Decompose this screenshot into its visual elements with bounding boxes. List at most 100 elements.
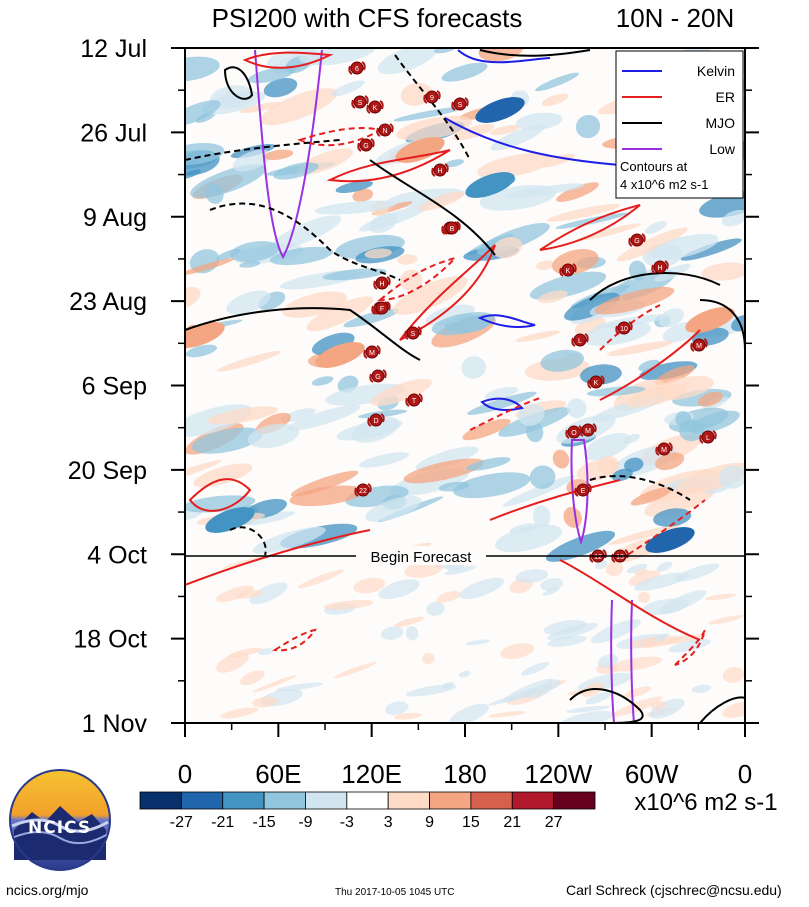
shade-blob <box>252 674 297 693</box>
storm-marker-label: F <box>380 306 384 313</box>
shade-blob <box>502 475 576 507</box>
logo-text: NCICS <box>28 818 92 838</box>
storm-marker-label: H <box>437 168 442 175</box>
shade-blob <box>623 686 652 698</box>
contour-mjo <box>589 475 691 501</box>
shade-core <box>465 172 515 198</box>
storm-marker-label: N <box>382 128 387 135</box>
shade-blob <box>393 712 422 720</box>
shade-blob <box>185 258 234 276</box>
shade-blob <box>380 626 404 640</box>
storm-marker: T <box>405 393 423 407</box>
shade-blob <box>575 114 601 139</box>
chart-title: PSI200 with CFS forecasts <box>212 3 523 33</box>
shade-blob <box>399 269 423 292</box>
shade-blob <box>605 561 623 577</box>
shade-blob <box>697 391 723 407</box>
shade-blob <box>515 330 561 342</box>
shade-blob <box>718 465 745 489</box>
contour-er <box>619 499 706 561</box>
storm-marker-label: D <box>373 418 378 425</box>
region-label: 10N - 20N <box>616 3 735 33</box>
shade-blob <box>415 446 479 471</box>
shade-blob <box>678 419 705 442</box>
shade-core <box>645 527 695 553</box>
shade-blob <box>245 511 296 526</box>
contour-layer <box>185 49 745 723</box>
colorbar-swatch <box>222 791 265 810</box>
shade-blob <box>559 710 614 723</box>
contour-mjo <box>185 307 421 361</box>
storm-marker: K <box>366 100 384 114</box>
shade-blob <box>185 142 225 165</box>
shade-blob <box>535 260 555 270</box>
contour-er <box>599 329 701 401</box>
legend: Kelvin ER MJO Low Contours at 4 x10^6 m2 s-… <box>615 50 744 199</box>
footer-timestamp: Thu 2017-10-05 1045 UTC <box>335 887 455 898</box>
shade-blob <box>448 703 489 723</box>
storm-marker-label: G <box>634 238 639 245</box>
contour-mjo <box>369 159 496 256</box>
shade-blob <box>185 344 218 358</box>
storm-marker: M <box>655 442 673 456</box>
shade-blob <box>492 236 523 259</box>
contour-kelvin <box>480 397 524 411</box>
shade-blob <box>220 707 259 719</box>
shade-blob <box>331 80 365 97</box>
storm-markers: 6SK9SNGHNHEBGHKFS10LMGKTDOMLM22E1213M <box>348 61 717 563</box>
shade-blob <box>247 423 300 449</box>
y-tick-label: 23 Aug <box>69 288 147 316</box>
contour-mjo <box>394 54 471 161</box>
shade-blob <box>185 100 221 126</box>
shade-blob <box>488 711 527 718</box>
shade-blob <box>622 433 641 444</box>
shade-blob <box>500 643 535 659</box>
storm-marker: L <box>699 430 717 444</box>
colorbar-level: -15 <box>253 814 276 831</box>
colorbar-swatch <box>346 791 389 810</box>
legend-label-er: ER <box>716 89 735 105</box>
shade-blob <box>680 238 742 261</box>
storm-marker: H <box>651 260 669 274</box>
shade-blob <box>207 406 279 425</box>
shade-blob <box>529 465 556 489</box>
shade-blob <box>656 561 673 572</box>
storm-marker: M <box>690 338 708 352</box>
shade-blob <box>419 191 465 211</box>
shade-blob <box>595 560 608 570</box>
shade-blob <box>282 291 348 318</box>
footer-left-link[interactable]: ncics.org/mjo <box>6 882 89 898</box>
y-tick-label: 26 Jul <box>80 119 147 147</box>
shade-blob <box>628 570 661 586</box>
shade-blob <box>594 286 675 315</box>
shade-blob <box>239 101 283 113</box>
colorbar-level: -9 <box>298 814 312 831</box>
shade-core <box>395 137 445 163</box>
shade-blob <box>556 182 599 202</box>
shade-blob <box>634 572 689 591</box>
shade-blob <box>637 591 650 604</box>
shade-blob <box>626 563 648 574</box>
shade-blob <box>639 361 698 381</box>
shade-blob <box>488 688 541 706</box>
shade-blob <box>722 702 745 718</box>
colorbar-swatch <box>305 791 348 810</box>
shade-blob <box>521 662 550 676</box>
storm-marker-label: M <box>369 350 375 357</box>
colorbar-level: 21 <box>503 814 521 831</box>
storm-marker: E <box>574 483 592 497</box>
contour-mjo <box>223 66 254 100</box>
shade-blob <box>606 341 673 356</box>
shade-core <box>315 342 365 368</box>
shade-blob <box>353 577 386 594</box>
shade-blob <box>393 106 465 122</box>
shade-blob <box>263 149 294 161</box>
colorbar-swatch <box>553 791 596 810</box>
shade-blob <box>566 398 587 419</box>
contour-er <box>242 51 334 69</box>
contour-note-line1: Contours at <box>620 159 688 174</box>
shade-blob <box>239 670 265 686</box>
shade-blob <box>311 376 334 386</box>
storm-marker: S <box>351 95 369 109</box>
